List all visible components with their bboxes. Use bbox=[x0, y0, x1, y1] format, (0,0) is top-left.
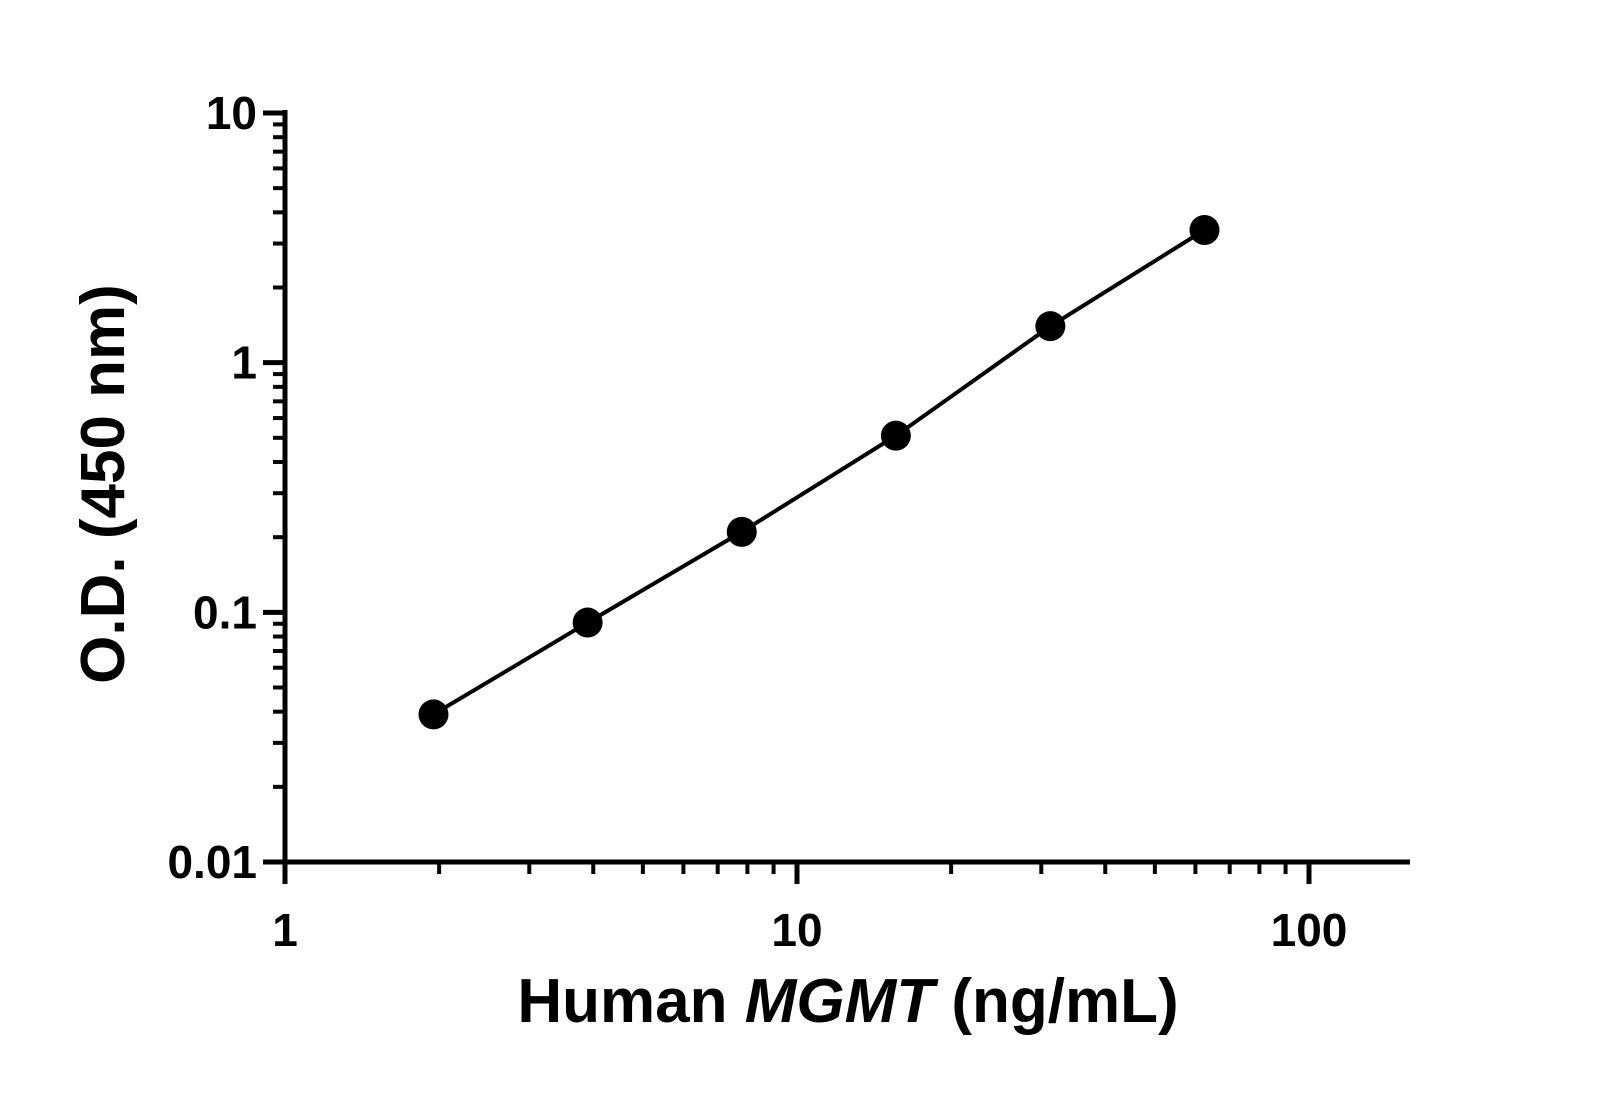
series-line bbox=[432, 228, 1206, 717]
data-point bbox=[1035, 311, 1066, 342]
x-axis-title-italic-part: MGMT bbox=[745, 967, 940, 1036]
x-tick-label: 100 bbox=[1271, 904, 1348, 956]
series-lines bbox=[432, 228, 1206, 717]
x-tick-labels: 1 10 100 bbox=[272, 904, 1347, 956]
x-axis-title-part: (ng/mL) bbox=[934, 967, 1179, 1036]
x-axis-title: Human MGMT (ng/mL) bbox=[517, 967, 1178, 1036]
y-tick-label: 1 bbox=[231, 337, 257, 389]
data-point bbox=[880, 420, 911, 451]
data-point bbox=[572, 607, 603, 638]
y-axis-title: O.D. (450 nm) bbox=[69, 284, 138, 684]
y-tick-labels: 0.01 0.1 1 10 bbox=[167, 87, 257, 888]
y-major-ticks bbox=[263, 110, 285, 865]
x-axis-title-part: Human bbox=[517, 967, 744, 1036]
y-tick-label: 10 bbox=[206, 87, 257, 139]
series-points bbox=[418, 214, 1220, 730]
data-point bbox=[726, 516, 757, 547]
data-point bbox=[418, 699, 449, 730]
x-tick-label: 1 bbox=[272, 904, 298, 956]
data-point bbox=[1189, 214, 1220, 245]
x-tick-label: 10 bbox=[771, 904, 822, 956]
y-tick-label: 0.01 bbox=[167, 836, 257, 888]
y-tick-label: 0.1 bbox=[193, 586, 257, 638]
